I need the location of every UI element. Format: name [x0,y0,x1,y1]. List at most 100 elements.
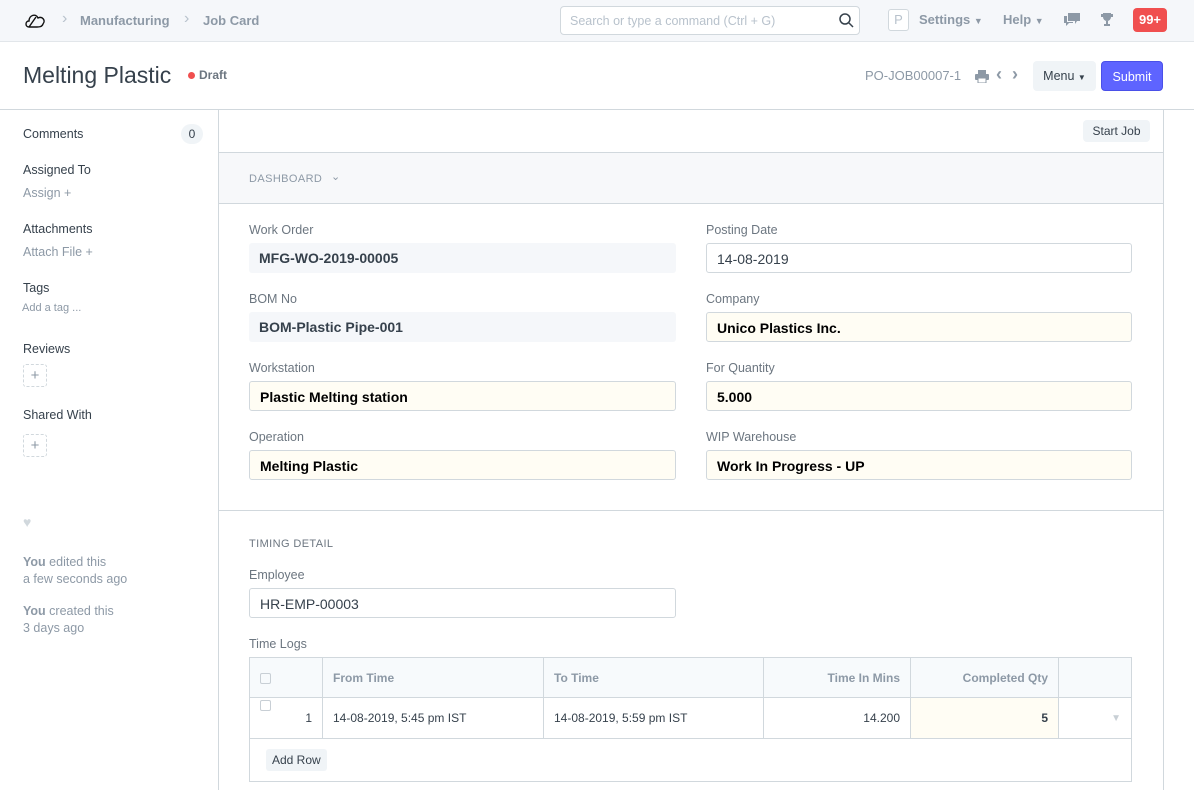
table-row[interactable]: 1 14-08-2019, 5:45 pm IST 14-08-2019, 5:… [249,697,1132,739]
comments-label[interactable]: Comments [23,127,84,141]
activity-user: You [23,555,46,569]
activity-item: You edited this a few seconds ago [23,554,127,588]
avatar[interactable]: P [888,9,909,31]
column-from-time: From Time [322,657,544,698]
attach-file-label: Attach File [23,245,83,259]
select-all-checkbox[interactable] [249,657,323,698]
dashboard-section[interactable]: DASHBOARD ⌄ [219,152,1163,204]
work-order-field[interactable]: MFG-WO-2019-00005 [249,243,676,273]
column-time-in-mins: Time In Mins [763,657,911,698]
settings-dropdown[interactable]: Settings ▼ [919,12,983,27]
posting-date-field[interactable]: 14-08-2019 [706,243,1132,273]
plus-icon: + [64,186,72,200]
cell-completed-qty[interactable]: 5 [910,697,1059,739]
page-head: Melting Plastic Draft PO-JOB00007-1 ‹ › … [0,42,1194,110]
shared-with-label: Shared With [23,408,92,422]
company-label: Company [706,292,760,306]
help-dropdown[interactable]: Help ▼ [1003,12,1044,27]
workstation-field[interactable]: Plastic Melting station [249,381,676,411]
submit-button[interactable]: Submit [1101,61,1163,91]
activity-time: a few seconds ago [23,572,128,586]
assigned-to-label: Assigned To [23,163,91,177]
heart-icon[interactable]: ♥ [23,514,32,530]
activity-action: created this [49,604,114,618]
comments-count: 0 [181,124,203,144]
previous-doc-icon[interactable]: ‹ [996,64,1002,84]
attach-file-link[interactable]: Attach File + [23,245,93,259]
timing-detail-heading: TIMING DETAIL [249,538,334,550]
workstation-label: Workstation [249,361,315,375]
company-field[interactable]: Unico Plastics Inc. [706,312,1132,342]
assign-label: Assign [23,186,61,200]
row-index: 1 [305,711,312,725]
bom-no-field[interactable]: BOM-Plastic Pipe-001 [249,312,676,342]
navbar: › Manufacturing › Job Card Search or typ… [0,0,1194,42]
table-footer: Add Row [249,738,1132,782]
caret-down-icon: ▼ [1077,73,1086,82]
search-input[interactable]: Search or type a command (Ctrl + G) [560,6,860,35]
document-name: PO-JOB00007-1 [865,68,962,83]
row-edit-caret-icon[interactable]: ▼ [1058,697,1132,739]
status-badge: Draft [199,68,228,82]
activity-action: edited this [49,555,107,569]
employee-field[interactable]: HR-EMP-00003 [249,588,676,618]
operation-field[interactable]: Melting Plastic [249,450,676,480]
activity-time: 3 days ago [23,621,85,635]
start-job-button[interactable]: Start Job [1083,120,1150,142]
assign-link[interactable]: Assign + [23,186,71,200]
chevron-right-icon: › [184,10,190,27]
add-row-button[interactable]: Add Row [266,749,327,771]
caret-down-icon: ▼ [973,16,983,26]
plus-icon: + [30,437,40,454]
help-label: Help [1003,12,1032,27]
for-quantity-label: For Quantity [706,361,775,375]
chevron-right-icon: › [62,10,68,27]
cell-to-time[interactable]: 14-08-2019, 5:59 pm IST [543,697,764,739]
work-order-label: Work Order [249,223,314,237]
menu-button[interactable]: Menu ▼ [1033,61,1096,91]
attachments-label: Attachments [23,222,93,236]
for-quantity-field[interactable]: 5.000 [706,381,1132,411]
next-doc-icon[interactable]: › [1012,64,1018,84]
activity-user: You [23,604,46,618]
tags-label: Tags [23,281,50,295]
time-logs-table: From Time To Time Time In Mins Completed… [249,657,1132,782]
chevron-down-icon: ⌄ [331,171,341,183]
operation-label: Operation [249,430,304,444]
sidebar: Comments 0 Assigned To Assign + Attachme… [0,110,219,790]
add-share-button[interactable]: + [23,434,47,457]
cloud-logo-icon[interactable] [24,11,47,29]
chat-icon[interactable] [1063,12,1081,27]
wip-warehouse-label: WIP Warehouse [706,430,797,444]
caret-down-icon: ▼ [1034,16,1044,26]
reviews-label: Reviews [23,342,71,356]
add-review-button[interactable]: + [23,364,47,387]
breadcrumb-manufacturing[interactable]: Manufacturing [80,13,170,28]
status-dot [188,72,195,79]
print-icon[interactable] [975,70,989,83]
trophy-icon[interactable] [1100,12,1114,27]
employee-label: Employee [249,568,305,582]
column-actions [1058,657,1132,698]
settings-label: Settings [919,12,971,27]
bom-no-label: BOM No [249,292,297,306]
cell-from-time[interactable]: 14-08-2019, 5:45 pm IST [322,697,544,739]
cell-time-in-mins[interactable]: 14.200 [763,697,911,739]
page-title: Melting Plastic [23,62,172,88]
row-checkbox[interactable] [260,700,271,712]
search-icon [839,13,854,28]
wip-warehouse-field[interactable]: Work In Progress - UP [706,450,1132,480]
column-to-time: To Time [543,657,764,698]
form-main: Start Job DASHBOARD ⌄ [219,110,1164,790]
column-completed-qty: Completed Qty [910,657,1059,698]
plus-icon: + [30,367,40,384]
table-header: From Time To Time Time In Mins Completed… [249,657,1132,698]
menu-label: Menu [1043,69,1075,83]
section-divider [219,510,1164,511]
notifications-badge[interactable]: 99+ [1133,8,1167,32]
add-tag-input[interactable]: Add a tag ... [22,302,82,314]
time-logs-label: Time Logs [249,637,307,651]
plus-icon: + [85,245,93,259]
breadcrumb-job-card[interactable]: Job Card [203,13,260,28]
activity-item: You created this 3 days ago [23,603,114,637]
